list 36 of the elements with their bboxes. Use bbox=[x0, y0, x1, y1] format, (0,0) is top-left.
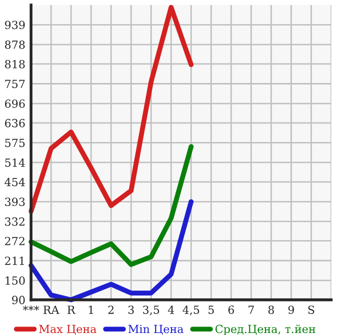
x-tick-label: 2 bbox=[108, 306, 114, 314]
legend-label: Min Цена bbox=[128, 324, 184, 335]
y-tick-label: 272 bbox=[5, 236, 24, 246]
x-tick-label: 4,5 bbox=[182, 306, 200, 316]
x-tick-label: 5 bbox=[208, 306, 214, 314]
line-series bbox=[28, 144, 194, 267]
line-series bbox=[28, 4, 194, 214]
legend-label: Сред.Цена, т.йен bbox=[215, 324, 316, 335]
y-tick-label: 393 bbox=[5, 198, 25, 206]
x-tick-label: 4 bbox=[168, 306, 174, 314]
x-tick-label: 8 bbox=[268, 306, 274, 314]
y-tick-label: 90 bbox=[12, 296, 25, 304]
y-tick-label: 878 bbox=[5, 40, 25, 49]
y-tick-label: 696 bbox=[5, 99, 25, 108]
y-tick-label: 211 bbox=[5, 256, 24, 265]
x-tick-label: 7 bbox=[248, 306, 254, 314]
x-tick-label: 1 bbox=[88, 306, 94, 314]
y-tick-label: 514 bbox=[5, 158, 25, 167]
y-tick-label: 939 bbox=[4, 20, 25, 30]
legend-label: Max Цена bbox=[39, 324, 96, 335]
y-tick-label: 454 bbox=[4, 178, 25, 186]
x-tick-label: 6 bbox=[228, 306, 234, 314]
x-tick-label: R bbox=[68, 306, 76, 314]
y-tick-label: 575 bbox=[5, 138, 25, 148]
y-tick-label: 757 bbox=[5, 80, 25, 88]
x-tick-label: *** bbox=[22, 306, 40, 311]
x-tick-label: RA bbox=[43, 306, 60, 314]
line-series bbox=[28, 199, 194, 302]
x-tick-label: 9 bbox=[288, 306, 294, 314]
x-tick-label: 3,5 bbox=[143, 306, 160, 316]
x-tick-label: S bbox=[308, 306, 314, 314]
y-tick-label: 636 bbox=[5, 118, 25, 128]
y-tick-label: 332 bbox=[5, 217, 24, 226]
y-tick-label: 150 bbox=[6, 276, 25, 285]
y-tick-label: 818 bbox=[5, 60, 25, 68]
x-tick-label: 3 bbox=[128, 306, 134, 314]
